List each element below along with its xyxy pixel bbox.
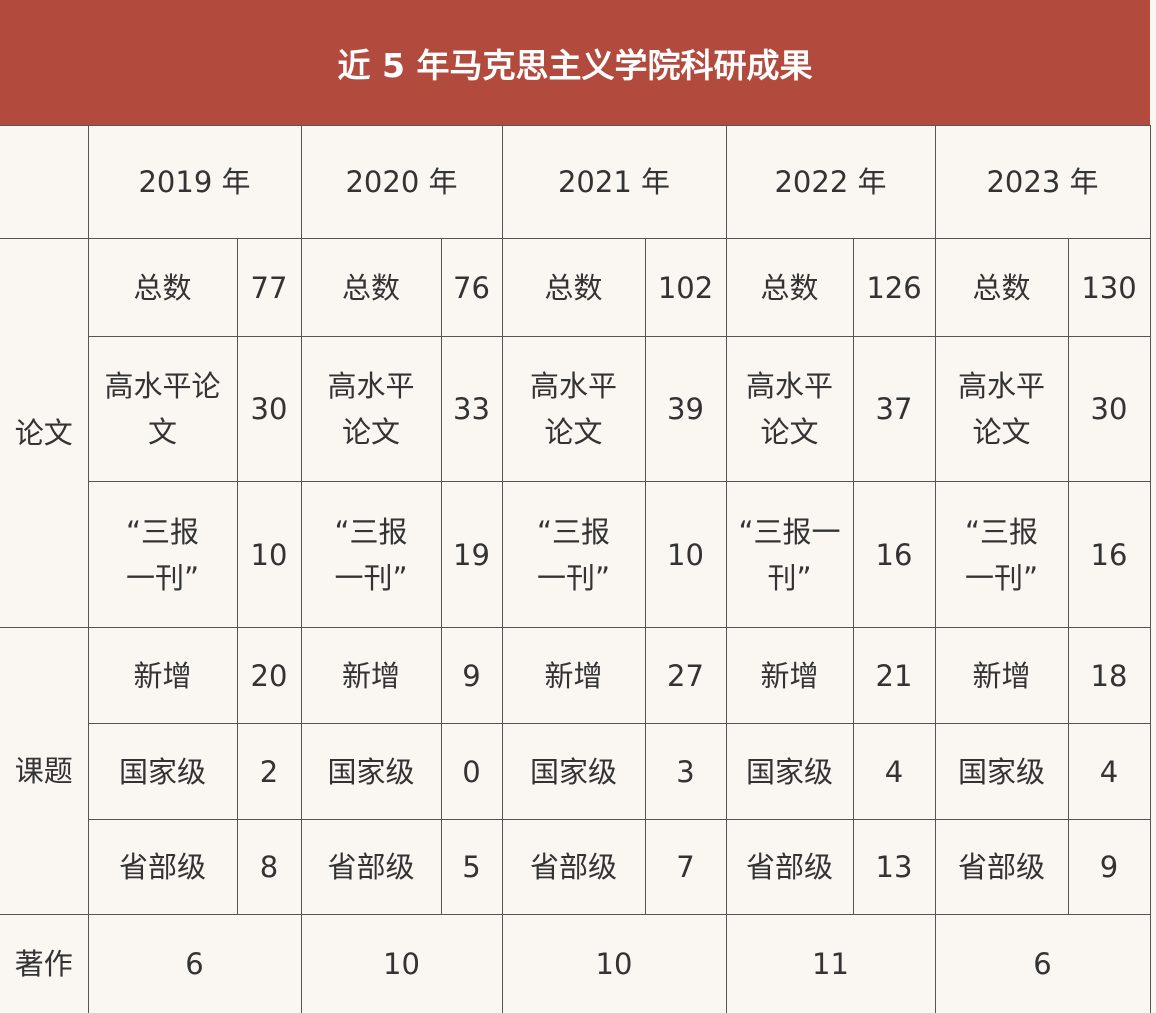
year-header: 2019 年 bbox=[87, 125, 302, 239]
table-row: 著作 6 10 10 11 6 bbox=[0, 914, 1151, 1013]
row-label: 国家级 bbox=[87, 723, 238, 820]
row-label: 新增 bbox=[725, 627, 854, 724]
row-label: 高水平论文 bbox=[327, 369, 415, 449]
row-label: 新增 bbox=[87, 627, 238, 724]
value-cell: 21 bbox=[852, 627, 936, 724]
row-label: 省部级 bbox=[725, 819, 854, 915]
row-label: “三报一刊” bbox=[536, 514, 611, 595]
row-label: 国家级 bbox=[300, 723, 442, 820]
row-label: 高水平论文 bbox=[104, 369, 221, 449]
value-cell: 10 bbox=[236, 481, 302, 628]
value-cell: 37 bbox=[852, 336, 936, 482]
year-header: 2021 年 bbox=[501, 125, 727, 239]
value-cell: 10 bbox=[644, 481, 727, 628]
value-cell: 2 bbox=[236, 723, 302, 820]
value-cell: 3 bbox=[644, 723, 727, 820]
value-cell: 4 bbox=[1067, 723, 1151, 820]
row-label: 高水平论文 bbox=[529, 369, 617, 449]
value-cell: 16 bbox=[852, 481, 936, 628]
row-label: 新增 bbox=[934, 627, 1069, 724]
value-cell: 9 bbox=[440, 627, 503, 724]
value-cell: 18 bbox=[1067, 627, 1151, 724]
value-cell: 8 bbox=[236, 819, 302, 915]
row-label: 高水平论文 bbox=[957, 369, 1045, 449]
row-label: 高水平论文 bbox=[745, 369, 833, 449]
value-cell: 39 bbox=[644, 336, 727, 482]
row-label: 新增 bbox=[501, 627, 646, 724]
value-cell: 76 bbox=[440, 238, 503, 337]
value-cell: 11 bbox=[725, 914, 936, 1013]
value-cell: 5 bbox=[440, 819, 503, 915]
row-label: 省部级 bbox=[934, 819, 1069, 915]
table-row: 高水平论文 30 高水平论文 33 高水平论文 39 高水平论文 37 高水平论文 30 bbox=[0, 336, 1151, 482]
row-label: “三报一刊” bbox=[334, 514, 408, 595]
row-label: 总数 bbox=[725, 238, 854, 337]
value-cell: 16 bbox=[1067, 481, 1151, 628]
value-cell: 126 bbox=[852, 238, 936, 337]
table-row: “三报一刊” 10 “三报一刊” 19 “三报一刊” 10 “三报一刊” 16 “三报一… bbox=[0, 481, 1151, 628]
row-label: “三报一刊” bbox=[964, 514, 1039, 595]
value-cell: 13 bbox=[852, 819, 936, 915]
row-label: 省部级 bbox=[87, 819, 238, 915]
row-label: 总数 bbox=[501, 238, 646, 337]
year-header: 2022 年 bbox=[725, 125, 936, 239]
year-header-row: 2019 年 2020 年 2021 年 2022 年 2023 年 bbox=[0, 125, 1151, 239]
value-cell: 30 bbox=[236, 336, 302, 482]
year-header: 2020 年 bbox=[300, 125, 503, 239]
value-cell: 27 bbox=[644, 627, 727, 724]
table-row: 国家级 2 国家级 0 国家级 3 国家级 4 国家级 4 bbox=[0, 723, 1151, 820]
row-label: 国家级 bbox=[725, 723, 854, 820]
table-row: 课题 新增 20 新增 9 新增 27 新增 21 新增 18 bbox=[0, 627, 1151, 915]
value-cell: 19 bbox=[440, 481, 503, 628]
table-row: 省部级 8 省部级 5 省部级 7 省部级 13 省部级 9 bbox=[0, 819, 1151, 915]
row-label: 省部级 bbox=[501, 819, 646, 915]
row-label: 新增 bbox=[300, 627, 442, 724]
table-title: 近 5 年马克思主义学院科研成果 bbox=[0, 0, 1150, 125]
value-cell: 30 bbox=[1067, 336, 1151, 482]
research-results-table: 2019 年 2020 年 2021 年 2022 年 2023 年 论文 总数… bbox=[0, 125, 1151, 1013]
year-header: 2023 年 bbox=[934, 125, 1151, 239]
table-row: 论文 总数 77 总数 76 总数 102 总数 126 总数 130 bbox=[0, 238, 1151, 628]
row-label: 国家级 bbox=[934, 723, 1069, 820]
value-cell: 9 bbox=[1067, 819, 1151, 915]
row-label: 省部级 bbox=[300, 819, 442, 915]
value-cell: 130 bbox=[1067, 238, 1151, 337]
value-cell: 6 bbox=[934, 914, 1151, 1013]
value-cell: 10 bbox=[300, 914, 503, 1013]
row-label: 总数 bbox=[934, 238, 1069, 337]
row-label: 国家级 bbox=[501, 723, 646, 820]
section-projects: 课题 bbox=[0, 627, 89, 915]
value-cell: 20 bbox=[236, 627, 302, 724]
row-label: 总数 bbox=[300, 238, 442, 337]
value-cell: 7 bbox=[644, 819, 727, 915]
row-label: 总数 bbox=[87, 238, 238, 337]
value-cell: 33 bbox=[440, 336, 503, 482]
row-label: “三报一刊” bbox=[738, 514, 841, 595]
value-cell: 77 bbox=[236, 238, 302, 337]
section-books: 著作 bbox=[0, 914, 89, 1013]
section-papers: 论文 bbox=[0, 238, 89, 628]
value-cell: 102 bbox=[644, 238, 727, 337]
corner-cell bbox=[0, 125, 89, 239]
value-cell: 6 bbox=[87, 914, 302, 1013]
value-cell: 4 bbox=[852, 723, 936, 820]
value-cell: 10 bbox=[501, 914, 727, 1013]
value-cell: 0 bbox=[440, 723, 503, 820]
row-label: “三报一刊” bbox=[125, 514, 200, 595]
